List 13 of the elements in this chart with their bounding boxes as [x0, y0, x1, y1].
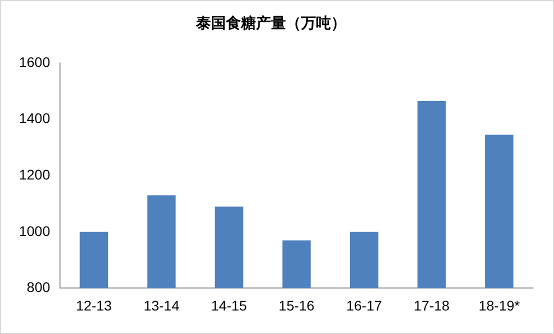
y-tick-label: 1200 — [18, 166, 50, 182]
x-tick-label: 16-17 — [346, 297, 382, 314]
x-tick-label: 18-19* — [478, 297, 520, 314]
x-tick-label: 13-14 — [144, 297, 180, 314]
chart-title: 泰国食糖产量（万吨） — [195, 14, 346, 32]
x-tick-label: 17-18 — [414, 297, 450, 314]
y-tick-label: 1400 — [18, 110, 50, 126]
y-tick-label: 1000 — [18, 222, 50, 239]
x-tick-label: 12-13 — [76, 297, 112, 314]
y-tick-label: 1600 — [18, 54, 50, 70]
x-tick-label: 14-15 — [211, 297, 248, 314]
y-tick-label: 800 — [26, 279, 50, 296]
x-tick-label: 15-16 — [278, 297, 315, 314]
